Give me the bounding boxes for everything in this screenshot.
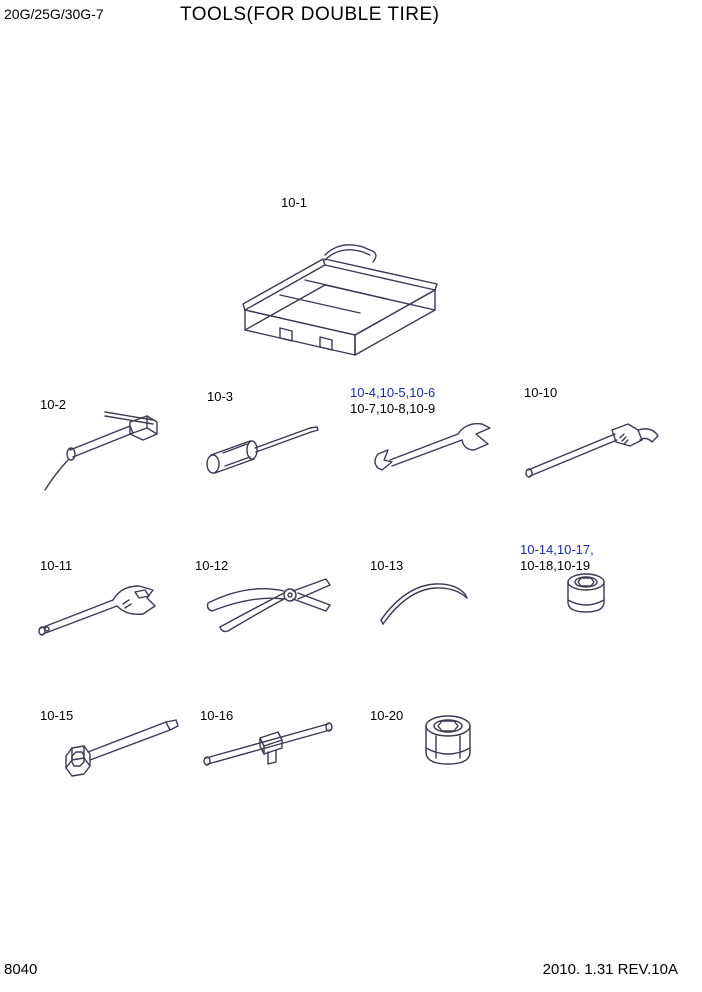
label-spanners-line1: 10-4,10-5,10-6 [350, 385, 435, 400]
header-title: TOOLS(FOR DOUBLE TIRE) [180, 4, 439, 26]
label-grease-gun: 10-2 [40, 397, 66, 412]
socket-small-icon [560, 570, 615, 625]
label-adj-wrench: 10-11 [40, 558, 72, 573]
t-handle-icon [200, 720, 345, 790]
footer-page-number: 8040 [4, 961, 37, 978]
toolbox-icon [225, 200, 455, 365]
label-sockets-line1: 10-14,10-17, [520, 542, 594, 557]
label-screwdriver: 10-3 [207, 389, 233, 404]
pipe-wrench-icon [520, 408, 670, 488]
hose-icon [375, 578, 475, 633]
screwdriver-icon [195, 418, 325, 483]
spanner-icon [370, 418, 500, 483]
label-pipe-wrench: 10-10 [524, 385, 557, 400]
label-pliers: 10-12 [195, 558, 228, 573]
pliers-icon [198, 573, 338, 643]
extension-bar-icon [58, 718, 183, 788]
label-spanners-line2: 10-7,10-8,10-9 [350, 401, 435, 416]
adjustable-wrench-icon [35, 578, 170, 643]
label-socket-big: 10-20 [370, 708, 403, 723]
grease-gun-icon [35, 412, 175, 502]
label-hose: 10-13 [370, 558, 403, 573]
socket-big-icon [420, 712, 480, 777]
footer-revision: 2010. 1.31 REV.10A [543, 961, 678, 978]
header-model: 20G/25G/30G-7 [4, 6, 104, 22]
